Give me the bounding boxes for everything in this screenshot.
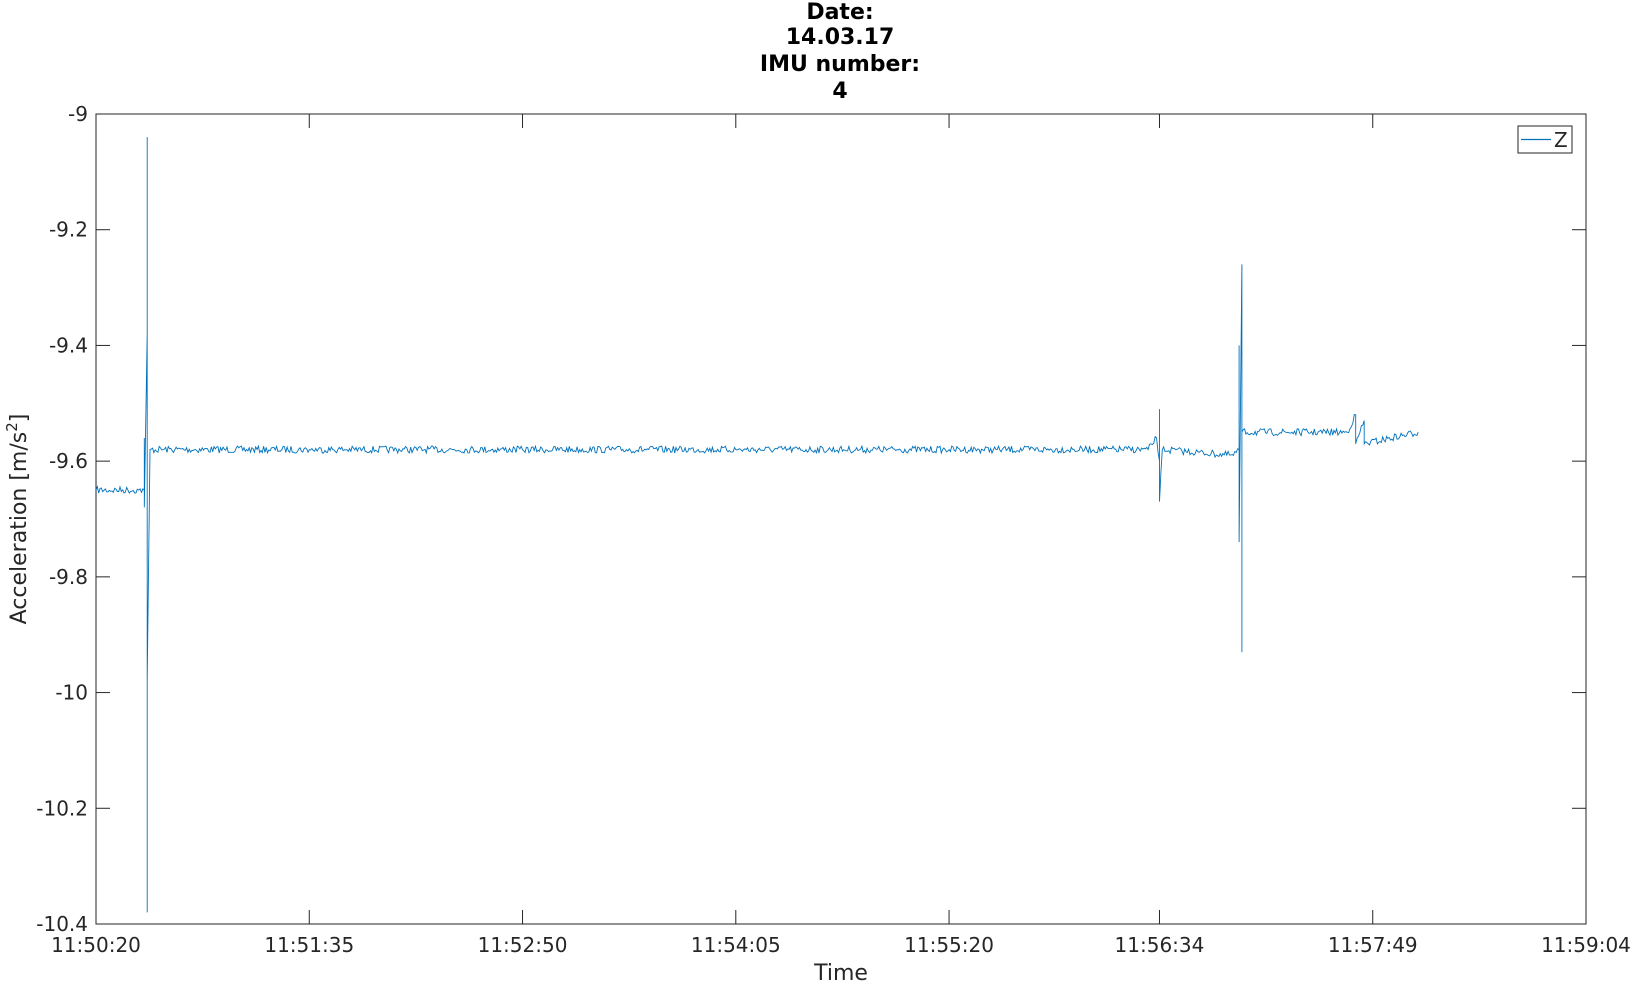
plot-area bbox=[95, 113, 1587, 925]
y-axis-label-sup: 2 bbox=[3, 422, 21, 432]
y-axis-label: Acceleration [m/s2] bbox=[3, 414, 32, 625]
legend[interactable]: Z bbox=[1517, 125, 1573, 154]
chart-title-line-2: 14.03.17 bbox=[785, 25, 895, 50]
y-tick-label: -10.2 bbox=[36, 796, 88, 820]
y-tick-label: -10 bbox=[55, 681, 88, 705]
y-tick-label: -9 bbox=[68, 102, 88, 126]
chart-title-line-4: 4 bbox=[832, 79, 848, 104]
y-tick-label: -9.6 bbox=[49, 449, 88, 473]
y-tick-label: -9.4 bbox=[49, 333, 88, 357]
x-tick-label: 11:57:49 bbox=[1328, 933, 1418, 957]
x-tick-label: 11:52:50 bbox=[478, 933, 568, 957]
x-tick-label: 11:51:35 bbox=[264, 933, 354, 957]
y-axis-label-end: ] bbox=[7, 414, 32, 423]
x-tick-label: 11:56:34 bbox=[1115, 933, 1205, 957]
y-axis-ticks: -9 -9.2 -9.4 -9.6 -9.8 -10 -10.2 -10.4 bbox=[36, 102, 1586, 936]
x-tick-label: 11:55:20 bbox=[904, 933, 994, 957]
series-line-z bbox=[95, 137, 1419, 913]
x-axis-ticks: 11:50:20 11:51:35 11:52:50 11:54:05 11:55:20… bbox=[51, 114, 1631, 957]
x-tick-label: 11:50:20 bbox=[51, 933, 141, 957]
x-tick-label: 11:54:05 bbox=[691, 933, 781, 957]
y-tick-label: -9.8 bbox=[49, 565, 88, 589]
y-tick-label: -10.4 bbox=[36, 912, 88, 936]
chart-title-line-3: IMU number: bbox=[759, 52, 921, 77]
series-layer bbox=[95, 137, 1419, 913]
y-tick-label: -9.2 bbox=[49, 218, 88, 242]
chart-title-line-1: Date: bbox=[806, 0, 874, 25]
x-tick-label: 11:59:04 bbox=[1541, 933, 1631, 957]
legend-entry-z: Z bbox=[1554, 128, 1568, 152]
y-axis-label-main: Acceleration [m/s bbox=[7, 432, 32, 625]
x-axis-label: Time bbox=[813, 961, 868, 982]
